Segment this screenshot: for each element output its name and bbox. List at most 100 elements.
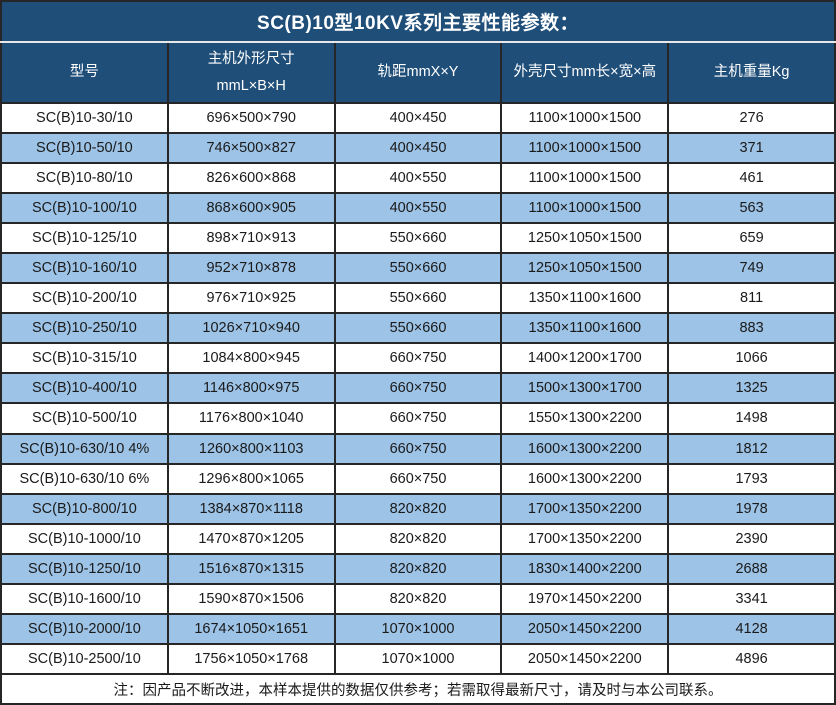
cell-host-size: 898×710×913	[166, 222, 336, 255]
column-header-shell-size: 外壳尺寸mm长×宽×高	[500, 41, 670, 104]
cell-rail-gauge: 400×550	[333, 162, 503, 195]
cell-shell-size: 1100×1000×1500	[500, 162, 670, 195]
cell-model: SC(B)10-1250/10	[0, 552, 169, 585]
cell-shell-size: 1600×1300×2200	[500, 462, 670, 495]
cell-weight: 4128	[667, 612, 836, 645]
cell-weight: 2390	[667, 522, 836, 555]
cell-weight: 1812	[667, 432, 836, 465]
cell-host-size: 1384×870×1118	[166, 492, 336, 525]
cell-rail-gauge: 1070×1000	[333, 612, 503, 645]
cell-weight: 1793	[667, 462, 836, 495]
cell-rail-gauge: 400×450	[333, 101, 503, 135]
cell-model: SC(B)10-500/10	[0, 402, 169, 435]
cell-host-size: 952×710×878	[166, 252, 336, 285]
cell-weight: 276	[667, 101, 836, 135]
column-header-weight-label: 主机重量Kg	[713, 64, 790, 81]
cell-rail-gauge: 820×820	[333, 552, 503, 585]
footnote: 注：因产品不断改进，本样本提供的数据仅供参考；若需取得最新尺寸，请及时与本公司联…	[0, 673, 836, 705]
table-row: SC(B)10-630/10 4% 1260×800×1103 660×750 …	[0, 432, 836, 465]
cell-model: SC(B)10-1600/10	[0, 582, 169, 615]
table-row: SC(B)10-800/10 1384×870×1118 820×820 170…	[0, 492, 836, 525]
cell-rail-gauge: 400×550	[333, 192, 503, 225]
cell-rail-gauge: 660×750	[333, 462, 503, 495]
cell-weight: 659	[667, 222, 836, 255]
cell-weight: 4896	[667, 642, 836, 676]
cell-shell-size: 1550×1300×2200	[500, 402, 670, 435]
table-body: SC(B)10-30/10 696×500×790 400×450 1100×1…	[0, 101, 836, 676]
column-header-host-size-line1: 主机外形尺寸	[207, 51, 295, 68]
cell-host-size: 1470×870×1205	[166, 522, 336, 555]
table-row: SC(B)10-100/10 868×600×905 400×550 1100×…	[0, 192, 836, 225]
cell-model: SC(B)10-250/10	[0, 312, 169, 345]
cell-shell-size: 1100×1000×1500	[500, 192, 670, 225]
column-header-host-size-line2: mmL×B×H	[216, 77, 286, 94]
cell-host-size: 1146×800×975	[166, 372, 336, 405]
cell-host-size: 1026×710×940	[166, 312, 336, 345]
table-row: SC(B)10-250/10 1026×710×940 550×660 1350…	[0, 312, 836, 345]
table-row: SC(B)10-50/10 746×500×827 400×450 1100×1…	[0, 132, 836, 165]
cell-shell-size: 1350×1100×1600	[500, 282, 670, 315]
cell-host-size: 1296×800×1065	[166, 462, 336, 495]
cell-host-size: 696×500×790	[166, 101, 336, 135]
table-row: SC(B)10-30/10 696×500×790 400×450 1100×1…	[0, 101, 836, 135]
column-header-host-size: 主机外形尺寸 mmL×B×H	[166, 41, 336, 104]
cell-weight: 883	[667, 312, 836, 345]
cell-model: SC(B)10-50/10	[0, 132, 169, 165]
table-row: SC(B)10-1600/10 1590×870×1506 820×820 19…	[0, 582, 836, 615]
column-header-rail-gauge-label: 轨距mmX×Y	[377, 64, 459, 81]
cell-weight: 1498	[667, 402, 836, 435]
cell-host-size: 826×600×868	[166, 162, 336, 195]
cell-model: SC(B)10-160/10	[0, 252, 169, 285]
table-row: SC(B)10-400/10 1146×800×975 660×750 1500…	[0, 372, 836, 405]
cell-host-size: 1084×800×945	[166, 342, 336, 375]
column-header-row: 型号 主机外形尺寸 mmL×B×H 轨距mmX×Y 外壳尺寸mm长×宽×高 主机…	[0, 41, 836, 104]
cell-weight: 563	[667, 192, 836, 225]
cell-model: SC(B)10-630/10 6%	[0, 462, 169, 495]
table-row: SC(B)10-1000/10 1470×870×1205 820×820 17…	[0, 522, 836, 555]
cell-model: SC(B)10-630/10 4%	[0, 432, 169, 465]
cell-model: SC(B)10-2500/10	[0, 642, 169, 676]
cell-model: SC(B)10-800/10	[0, 492, 169, 525]
table-row: SC(B)10-160/10 952×710×878 550×660 1250×…	[0, 252, 836, 285]
cell-host-size: 1176×800×1040	[166, 402, 336, 435]
cell-shell-size: 1100×1000×1500	[500, 132, 670, 165]
table-row: SC(B)10-2000/10 1674×1050×1651 1070×1000…	[0, 612, 836, 645]
cell-host-size: 1674×1050×1651	[166, 612, 336, 645]
cell-weight: 749	[667, 252, 836, 285]
table-row: SC(B)10-80/10 826×600×868 400×550 1100×1…	[0, 162, 836, 195]
table-row: SC(B)10-2500/10 1756×1050×1768 1070×1000…	[0, 642, 836, 676]
cell-weight: 3341	[667, 582, 836, 615]
cell-host-size: 1260×800×1103	[166, 432, 336, 465]
cell-rail-gauge: 660×750	[333, 402, 503, 435]
cell-rail-gauge: 550×660	[333, 252, 503, 285]
table-row: SC(B)10-125/10 898×710×913 550×660 1250×…	[0, 222, 836, 255]
cell-host-size: 976×710×925	[166, 282, 336, 315]
cell-shell-size: 1600×1300×2200	[500, 432, 670, 465]
cell-rail-gauge: 820×820	[333, 492, 503, 525]
cell-rail-gauge: 660×750	[333, 432, 503, 465]
cell-model: SC(B)10-2000/10	[0, 612, 169, 645]
cell-shell-size: 1970×1450×2200	[500, 582, 670, 615]
cell-model: SC(B)10-100/10	[0, 192, 169, 225]
note-row: 注：因产品不断改进，本样本提供的数据仅供参考；若需取得最新尺寸，请及时与本公司联…	[0, 673, 836, 705]
cell-rail-gauge: 550×660	[333, 282, 503, 315]
cell-shell-size: 1500×1300×1700	[500, 372, 670, 405]
cell-rail-gauge: 1070×1000	[333, 642, 503, 676]
cell-model: SC(B)10-400/10	[0, 372, 169, 405]
table-row: SC(B)10-630/10 6% 1296×800×1065 660×750 …	[0, 462, 836, 495]
cell-rail-gauge: 400×450	[333, 132, 503, 165]
cell-model: SC(B)10-1000/10	[0, 522, 169, 555]
cell-shell-size: 1700×1350×2200	[500, 522, 670, 555]
cell-host-size: 1590×870×1506	[166, 582, 336, 615]
column-header-model-label: 型号	[69, 64, 99, 81]
cell-host-size: 1516×870×1315	[166, 552, 336, 585]
cell-shell-size: 1350×1100×1600	[500, 312, 670, 345]
cell-rail-gauge: 820×820	[333, 522, 503, 555]
table-row: SC(B)10-1250/10 1516×870×1315 820×820 18…	[0, 552, 836, 585]
column-header-shell-size-label: 外壳尺寸mm长×宽×高	[513, 64, 657, 81]
cell-rail-gauge: 660×750	[333, 372, 503, 405]
cell-rail-gauge: 660×750	[333, 342, 503, 375]
column-header-model: 型号	[0, 41, 169, 104]
cell-shell-size: 1400×1200×1700	[500, 342, 670, 375]
